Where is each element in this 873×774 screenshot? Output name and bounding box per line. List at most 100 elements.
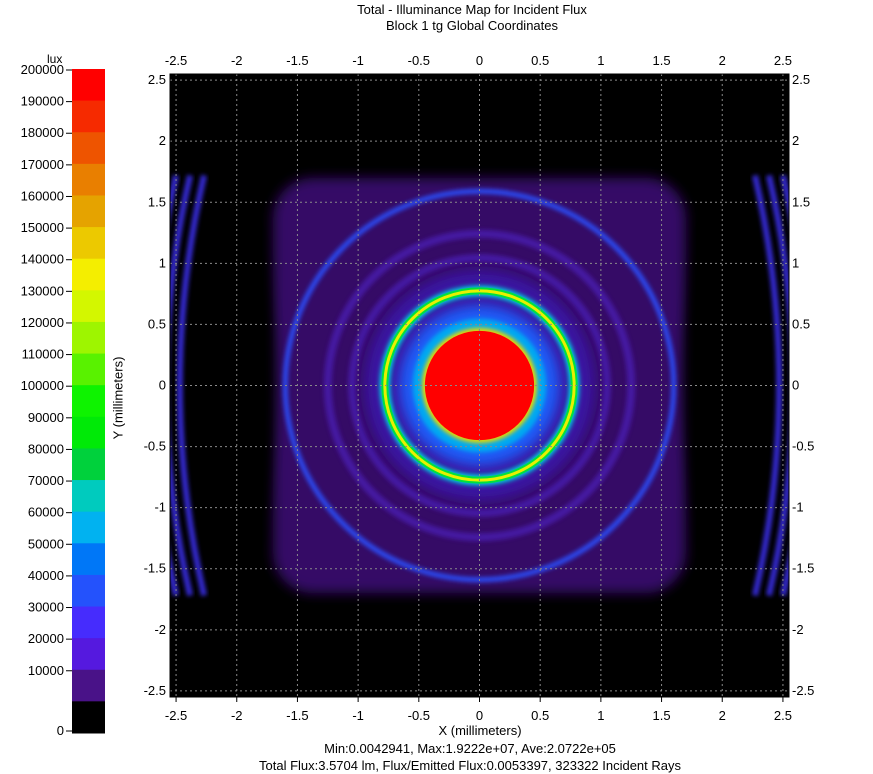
colorbar-swatch xyxy=(72,606,105,639)
axes: -2.5 -2.5 -2 -2 -1.5 -1.5 -1 -1 -0.5 -0.5 0 0 0.5 0.5… xyxy=(144,53,815,723)
colorbar-tick-label: 90000 xyxy=(28,410,64,425)
colorbar-tick-label: 50000 xyxy=(28,536,64,551)
y-tick-label-left: -1 xyxy=(154,500,166,515)
y-tick-label-right: -1 xyxy=(792,500,804,515)
colorbar: 2000001900001800001700001600001500001400… xyxy=(21,62,105,738)
y-tick-label-right: 1 xyxy=(792,255,799,270)
colorbar-tick-label: 150000 xyxy=(21,220,64,235)
right-arc-streak xyxy=(752,174,783,597)
colorbar-tick-label: 100000 xyxy=(21,378,64,393)
colorbar-tick-label: 10000 xyxy=(28,663,64,678)
stats-line-total-flux: Total Flux:3.5704 lm, Flux/Emitted Flux:… xyxy=(258,758,682,773)
colorbar-swatch xyxy=(72,69,105,102)
colorbar-tick-label: 0 xyxy=(57,723,64,738)
colorbar-tick-label: 110000 xyxy=(22,347,64,362)
colorbar-swatch xyxy=(72,385,105,418)
colorbar-swatch xyxy=(72,701,105,734)
colorbar-swatch xyxy=(72,574,105,608)
x-tick-label-bottom: 1.5 xyxy=(653,708,671,723)
colorbar-swatch xyxy=(72,258,105,291)
colorbar-tick-label: 30000 xyxy=(28,600,64,615)
colorbar-unit-label: lux xyxy=(47,52,63,66)
x-tick-label-top: -2 xyxy=(231,53,243,68)
colorbar-swatch xyxy=(72,448,105,481)
colorbar-swatch xyxy=(72,321,105,355)
x-tick-label-bottom: -1 xyxy=(352,708,364,723)
y-tick-label-left: 2.5 xyxy=(148,72,166,87)
x-tick-label-top: -0.5 xyxy=(408,53,430,68)
y-tick-label-left: -2 xyxy=(154,622,166,637)
colorbar-tick-label: 190000 xyxy=(21,94,64,109)
y-tick-label-right: 2.5 xyxy=(792,72,810,87)
colorbar-tick-label: 160000 xyxy=(21,188,64,203)
colorbar-swatch xyxy=(72,163,105,196)
chart-title: Total - Illuminance Map for Incident Flu… xyxy=(357,2,587,17)
x-tick-label-top: 1 xyxy=(597,53,604,68)
y-tick-label-right: 0 xyxy=(792,378,799,393)
dark-lobe xyxy=(685,209,771,562)
stats-line-min-max-ave: Min:0.0042941, Max:1.9222e+07, Ave:2.072… xyxy=(324,741,616,756)
x-tick-label-top: 0 xyxy=(476,53,483,68)
colorbar-swatch xyxy=(72,543,105,576)
y-tick-label-right: 2 xyxy=(792,133,799,148)
x-tick-label-bottom: 2 xyxy=(719,708,726,723)
colorbar-swatch xyxy=(72,511,105,544)
colorbar-tick-label: 40000 xyxy=(28,568,64,583)
right-arc-streak xyxy=(766,174,789,597)
x-tick-label-bottom: 2.5 xyxy=(774,708,792,723)
colorbar-tick-label: 180000 xyxy=(21,125,64,140)
y-tick-label-left: 1 xyxy=(159,255,166,270)
y-tick-label-left: 2 xyxy=(159,133,166,148)
y-tick-label-left: -2.5 xyxy=(144,683,166,698)
x-tick-label-bottom: -2.5 xyxy=(165,708,187,723)
colorbar-swatch xyxy=(72,480,105,513)
y-tick-label-right: -2.5 xyxy=(792,683,814,698)
y-tick-label-left: -0.5 xyxy=(144,439,166,454)
colorbar-swatch xyxy=(72,195,105,228)
colorbar-swatch xyxy=(72,638,105,671)
x-tick-label-bottom: -0.5 xyxy=(408,708,430,723)
chart-subtitle: Block 1 tg Global Coordinates xyxy=(386,18,558,33)
y-tick-label-left: 0 xyxy=(159,378,166,393)
x-tick-label-bottom: 0.5 xyxy=(531,708,549,723)
x-tick-label-bottom: -1.5 xyxy=(286,708,308,723)
colorbar-tick-label: 140000 xyxy=(21,252,64,267)
colorbar-tick-label: 20000 xyxy=(28,631,64,646)
y-tick-label-right: 0.5 xyxy=(792,316,810,331)
y-tick-label-right: -2 xyxy=(792,622,804,637)
colorbar-swatch xyxy=(72,416,105,449)
colorbar-swatch xyxy=(72,132,105,165)
x-tick-label-bottom: 1 xyxy=(597,708,604,723)
y-tick-label-left: 1.5 xyxy=(148,194,166,209)
colorbar-tick-label: 130000 xyxy=(21,283,64,298)
colorbar-swatch xyxy=(72,669,105,702)
colorbar-swatch xyxy=(72,290,105,323)
x-tick-label-bottom: -2 xyxy=(231,708,243,723)
x-tick-label-top: 1.5 xyxy=(653,53,671,68)
plot-frame xyxy=(169,73,790,698)
colorbar-tick-label: 170000 xyxy=(21,157,64,172)
x-tick-label-bottom: 0 xyxy=(476,708,483,723)
x-tick-label-top: -1 xyxy=(352,53,364,68)
y-tick-label-right: -1.5 xyxy=(792,561,814,576)
left-arc-streak xyxy=(176,174,207,597)
x-axis-label: X (millimeters) xyxy=(438,723,522,738)
x-tick-label-top: 0.5 xyxy=(531,53,549,68)
x-tick-label-top: 2.5 xyxy=(774,53,792,68)
colorbar-swatch xyxy=(72,353,105,386)
y-tick-label-right: -0.5 xyxy=(792,439,814,454)
x-tick-label-top: -1.5 xyxy=(286,53,308,68)
colorbar-tick-label: 60000 xyxy=(28,505,64,520)
x-tick-label-top: -2.5 xyxy=(165,53,187,68)
x-tick-label-top: 2 xyxy=(719,53,726,68)
colorbar-swatch xyxy=(72,100,105,133)
colorbar-tick-label: 120000 xyxy=(21,315,64,330)
left-arc-streak xyxy=(170,174,193,597)
y-tick-label-left: 0.5 xyxy=(148,316,166,331)
colorbar-swatch xyxy=(72,227,105,260)
y-tick-label-left: -1.5 xyxy=(144,561,166,576)
y-tick-label-right: 1.5 xyxy=(792,194,810,209)
colorbar-tick-label: 200000 xyxy=(21,62,64,77)
colorbar-tick-label: 80000 xyxy=(28,441,64,456)
